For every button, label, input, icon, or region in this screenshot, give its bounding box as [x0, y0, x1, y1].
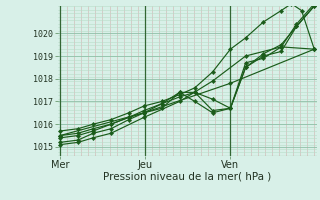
X-axis label: Pression niveau de la mer( hPa ): Pression niveau de la mer( hPa ) — [103, 172, 271, 182]
